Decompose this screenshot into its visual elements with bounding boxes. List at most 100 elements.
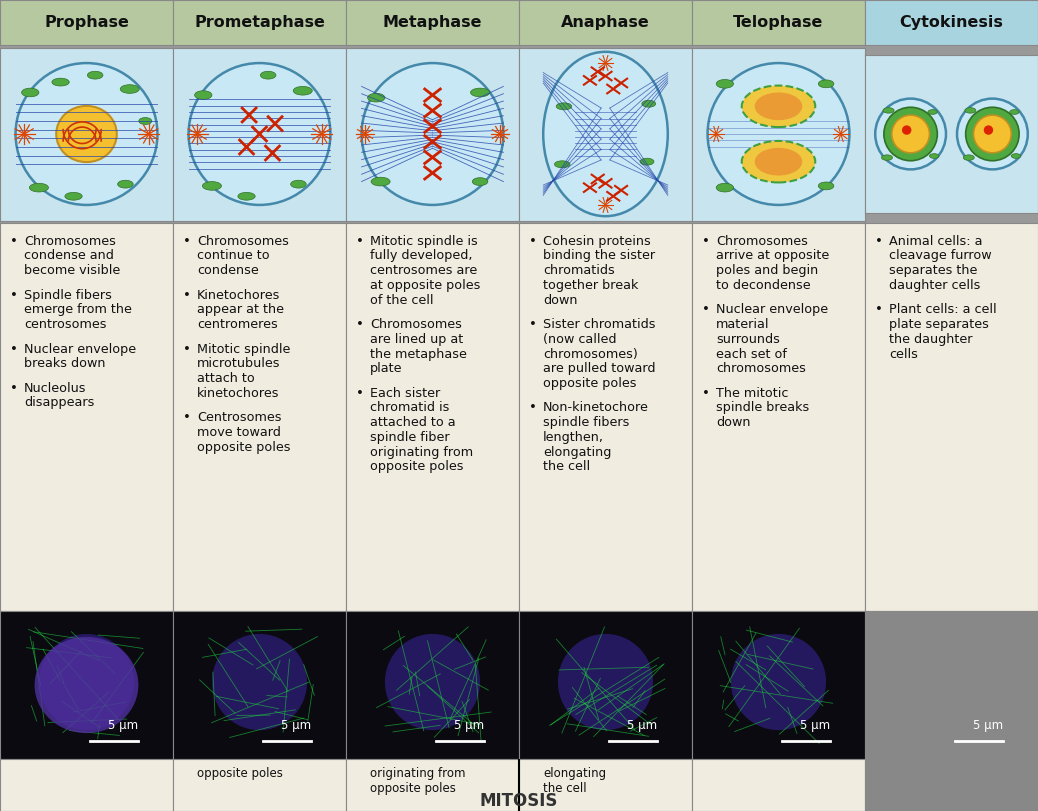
Text: Sister chromatids: Sister chromatids [543,318,656,331]
Text: material: material [716,318,770,331]
Ellipse shape [361,63,503,205]
Text: 5 μm: 5 μm [455,719,485,732]
Ellipse shape [641,101,656,107]
Text: Prometaphase: Prometaphase [194,15,325,30]
Text: chromosomes): chromosomes) [543,348,638,361]
Ellipse shape [294,87,312,95]
Text: Each sister: Each sister [371,387,440,400]
Ellipse shape [974,115,1011,152]
Text: •: • [184,411,191,424]
Text: elongating
the cell: elongating the cell [543,766,606,795]
Ellipse shape [56,106,116,162]
Ellipse shape [716,183,734,192]
Text: Kinetochores: Kinetochores [197,289,280,302]
Ellipse shape [731,634,826,730]
Text: Telophase: Telophase [733,15,824,30]
Text: condense: condense [197,264,258,277]
Text: •: • [10,234,19,247]
Ellipse shape [238,192,255,200]
Text: microtubules: microtubules [197,358,280,371]
Text: opposite poles: opposite poles [197,766,283,780]
Text: •: • [529,234,538,247]
Ellipse shape [928,109,937,114]
Text: 5 μm: 5 μm [627,719,657,732]
Ellipse shape [984,126,993,135]
Text: Prophase: Prophase [44,15,129,30]
Text: •: • [703,387,710,400]
Text: Anaphase: Anaphase [562,15,650,30]
Ellipse shape [22,88,39,97]
Text: arrive at opposite: arrive at opposite [716,250,829,263]
Text: kinetochores: kinetochores [197,387,279,400]
Text: •: • [529,318,538,331]
Ellipse shape [16,63,158,205]
Text: •: • [10,289,19,302]
Ellipse shape [543,52,667,217]
Text: Chromosomes: Chromosomes [371,318,462,331]
Text: •: • [184,342,191,355]
Text: •: • [10,342,19,355]
Text: are lined up at: are lined up at [371,333,464,345]
Ellipse shape [202,182,221,191]
Text: Cohesin proteins: Cohesin proteins [543,234,651,247]
Ellipse shape [52,78,70,86]
Ellipse shape [818,80,834,88]
Ellipse shape [472,178,488,186]
Text: emerge from the: emerge from the [24,303,132,316]
Text: are pulled toward: are pulled toward [543,363,656,375]
Text: down: down [716,416,750,429]
Text: poles and begin: poles and begin [716,264,819,277]
Ellipse shape [29,183,49,192]
Text: opposite poles: opposite poles [197,440,291,453]
Ellipse shape [755,92,802,120]
Text: surrounds: surrounds [716,333,781,345]
Ellipse shape [117,180,133,188]
Text: Non-kinetochore: Non-kinetochore [543,401,649,414]
Ellipse shape [212,634,307,730]
Ellipse shape [64,192,82,200]
Text: •: • [875,234,883,247]
Text: 5 μm: 5 μm [800,719,830,732]
Text: originating from: originating from [371,446,473,459]
Ellipse shape [887,70,1016,199]
Text: •: • [184,234,191,247]
Text: cleavage furrow: cleavage furrow [890,250,992,263]
Text: condense and: condense and [24,250,114,263]
Text: MITOSIS: MITOSIS [480,792,558,810]
Text: •: • [356,318,364,331]
Ellipse shape [957,99,1028,169]
Text: The mitotic: The mitotic [716,387,789,400]
Text: centrosomes are: centrosomes are [371,264,477,277]
Text: opposite poles: opposite poles [543,377,636,390]
Ellipse shape [1011,153,1020,158]
Text: •: • [184,289,191,302]
Ellipse shape [965,108,976,114]
Text: continue to: continue to [197,250,270,263]
Text: Spindle fibers: Spindle fibers [24,289,112,302]
Text: Nuclear envelope: Nuclear envelope [24,342,136,355]
Text: move toward: move toward [197,426,281,439]
Ellipse shape [87,71,103,79]
Text: spindle fiber: spindle fiber [371,431,449,444]
Text: (now called: (now called [543,333,617,345]
Text: attached to a: attached to a [371,416,456,429]
Text: cells: cells [890,348,918,361]
Ellipse shape [716,79,734,88]
Text: chromosomes: chromosomes [716,363,807,375]
Text: Chromosomes: Chromosomes [716,234,809,247]
Ellipse shape [902,126,911,135]
Text: together break: together break [543,279,638,292]
Text: fully developed,: fully developed, [371,250,472,263]
Text: spindle breaks: spindle breaks [716,401,810,414]
Text: Mitotic spindle is: Mitotic spindle is [371,234,477,247]
Ellipse shape [640,158,654,165]
Ellipse shape [742,85,815,127]
Text: Nucleolus: Nucleolus [24,382,87,395]
Ellipse shape [1010,109,1019,114]
Text: plate separates: plate separates [890,318,989,331]
Ellipse shape [558,634,653,730]
Text: elongating: elongating [543,446,611,459]
Text: •: • [875,303,883,316]
Ellipse shape [883,108,894,114]
Text: Plant cells: a cell: Plant cells: a cell [890,303,996,316]
